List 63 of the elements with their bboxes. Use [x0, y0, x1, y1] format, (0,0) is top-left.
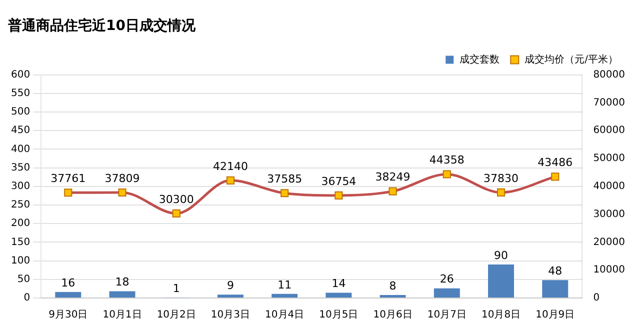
data-label: 90	[494, 248, 508, 262]
data-label: 11	[278, 278, 292, 292]
legend-label: 成交套数	[460, 53, 500, 66]
y2-tick-label: 80000	[593, 69, 625, 80]
x-tick-label: 10月9日	[536, 310, 575, 321]
data-label: 16	[61, 276, 76, 290]
chart-title: 普通商品住宅近10日成交情况	[7, 17, 196, 34]
legend-label: 成交均价（元/平米）	[524, 53, 618, 66]
data-label: 43486	[538, 156, 573, 170]
y-tick-label: 100	[10, 255, 30, 266]
x-tick-label: 10月4日	[265, 310, 304, 321]
bar	[217, 294, 244, 298]
y2-tick-label: 40000	[593, 180, 625, 192]
y-tick-label: 50	[17, 274, 30, 285]
y-tick-label: 250	[10, 200, 30, 211]
x-tick-label: 10月8日	[481, 310, 521, 321]
data-label: 8	[389, 279, 396, 292]
x-tick-label: 10月3日	[210, 310, 250, 321]
y-tick-label: 550	[10, 88, 30, 99]
x-tick-label: 10月5日	[319, 310, 358, 321]
data-label: 42140	[212, 160, 248, 173]
y-tick-label: 150	[10, 236, 30, 248]
y-tick-label: 450	[10, 125, 30, 136]
data-label: 37761	[50, 172, 86, 186]
y2-tick-label: 0	[593, 292, 600, 304]
data-label: 37830	[484, 172, 519, 185]
data-label: 48	[548, 264, 562, 278]
bar	[55, 292, 82, 298]
y-tick-label: 400	[10, 144, 30, 155]
y2-tick-label: 10000	[593, 264, 625, 276]
y2-tick-label: 20000	[593, 236, 625, 248]
bar	[542, 280, 568, 298]
bar	[272, 294, 298, 298]
x-tick-label: 10月2日	[156, 310, 196, 321]
y-tick-label: 0	[24, 292, 30, 304]
data-label: 37809	[104, 172, 140, 185]
data-label: 9	[226, 279, 234, 292]
data-label: 36754	[321, 174, 356, 188]
x-tick-label: 10月7日	[427, 310, 466, 321]
data-label: 18	[115, 276, 130, 289]
y2-tick-label: 30000	[593, 208, 625, 220]
y2-tick-label: 70000	[593, 97, 625, 108]
x-tick-label: 10月1日	[102, 310, 142, 321]
bar	[488, 264, 514, 298]
y-tick-label: 500	[10, 106, 30, 118]
y-tick-label: 350	[10, 162, 30, 174]
data-label: 37585	[267, 172, 302, 186]
data-label: 1	[172, 282, 180, 295]
data-label: 14	[332, 277, 346, 290]
y2-tick-label: 50000	[593, 153, 625, 164]
bar	[109, 291, 136, 298]
data-label: 30300	[158, 192, 194, 206]
data-label: 44358	[429, 154, 464, 167]
y-tick-label: 200	[10, 218, 30, 230]
data-label: 38249	[375, 170, 410, 184]
data-label: 26	[440, 272, 454, 286]
y-tick-label: 600	[10, 69, 30, 80]
y-tick-label: 300	[10, 180, 30, 192]
bar	[434, 288, 460, 298]
y2-tick-label: 60000	[593, 125, 625, 136]
bar	[326, 292, 352, 298]
x-tick-label: 10月6日	[373, 310, 412, 321]
x-tick-label: 9月30日	[48, 310, 88, 321]
